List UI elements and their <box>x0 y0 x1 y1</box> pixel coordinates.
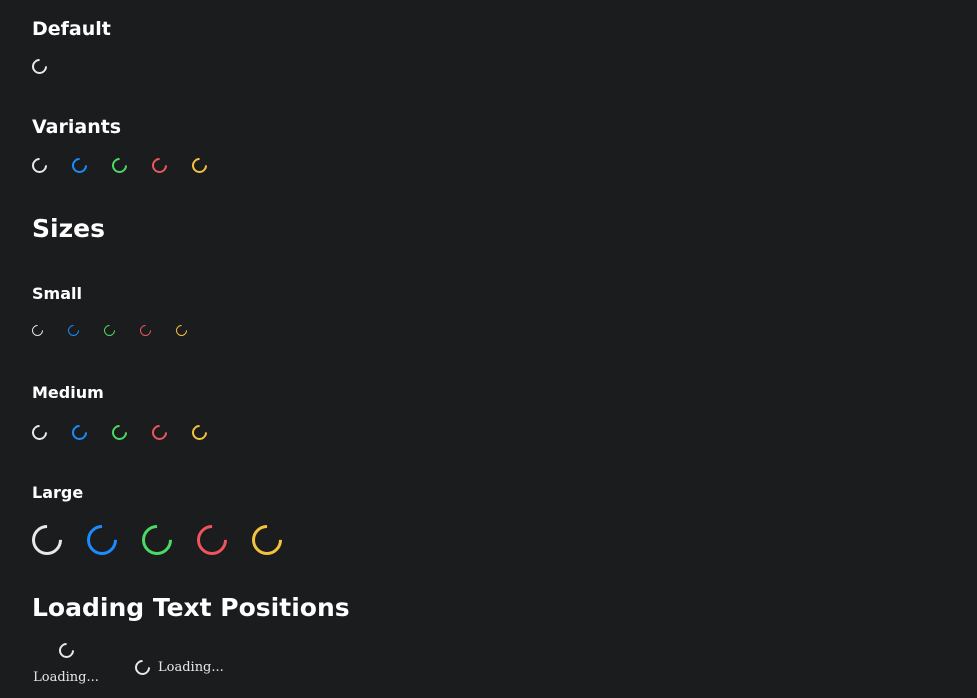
small-spinner-row <box>29 322 212 339</box>
variants-spinner-row <box>28 154 232 177</box>
section-title-sizes: Sizes <box>32 214 105 243</box>
loading-text-right: Loading... <box>158 660 224 675</box>
large-spinner-row <box>25 518 307 562</box>
spinner-variant-warning <box>188 154 211 177</box>
spinner-text-right <box>131 656 154 679</box>
spinner-medium-default <box>28 421 51 444</box>
default-spinner-row <box>28 55 51 78</box>
spinner-large-danger <box>190 518 234 562</box>
spinner-variant-success <box>108 154 131 177</box>
spinner-with-bottom-text: Loading... <box>32 639 100 685</box>
spinner-large-warning <box>245 518 289 562</box>
spinner-variant-danger <box>148 154 171 177</box>
spinner-default <box>28 55 51 78</box>
spinner-large-default <box>25 518 69 562</box>
spinner-small-warning <box>173 322 190 339</box>
medium-spinner-row <box>28 421 232 444</box>
spinner-small-danger <box>137 322 154 339</box>
spinner-medium-success <box>108 421 131 444</box>
section-title-loading-text-positions: Loading Text Positions <box>32 593 350 622</box>
spinner-with-right-text: Loading... <box>131 656 224 679</box>
spinner-small-success <box>101 322 118 339</box>
spinner-variant-default <box>28 154 51 177</box>
spinner-medium-primary <box>68 421 91 444</box>
spinner-medium-danger <box>148 421 171 444</box>
spinner-variant-primary <box>68 154 91 177</box>
spinner-small-primary <box>65 322 82 339</box>
section-title-variants: Variants <box>32 116 122 138</box>
spinner-large-primary <box>80 518 124 562</box>
spinner-medium-warning <box>188 421 211 444</box>
subsection-title-medium: Medium <box>32 383 104 402</box>
spinner-small-default <box>29 322 46 339</box>
loading-text-bottom: Loading... <box>33 670 99 685</box>
spinner-large-success <box>135 518 179 562</box>
subsection-title-large: Large <box>32 483 84 502</box>
subsection-title-small: Small <box>32 284 82 303</box>
section-title-default: Default <box>32 18 111 40</box>
spinner-text-bottom <box>55 639 77 662</box>
